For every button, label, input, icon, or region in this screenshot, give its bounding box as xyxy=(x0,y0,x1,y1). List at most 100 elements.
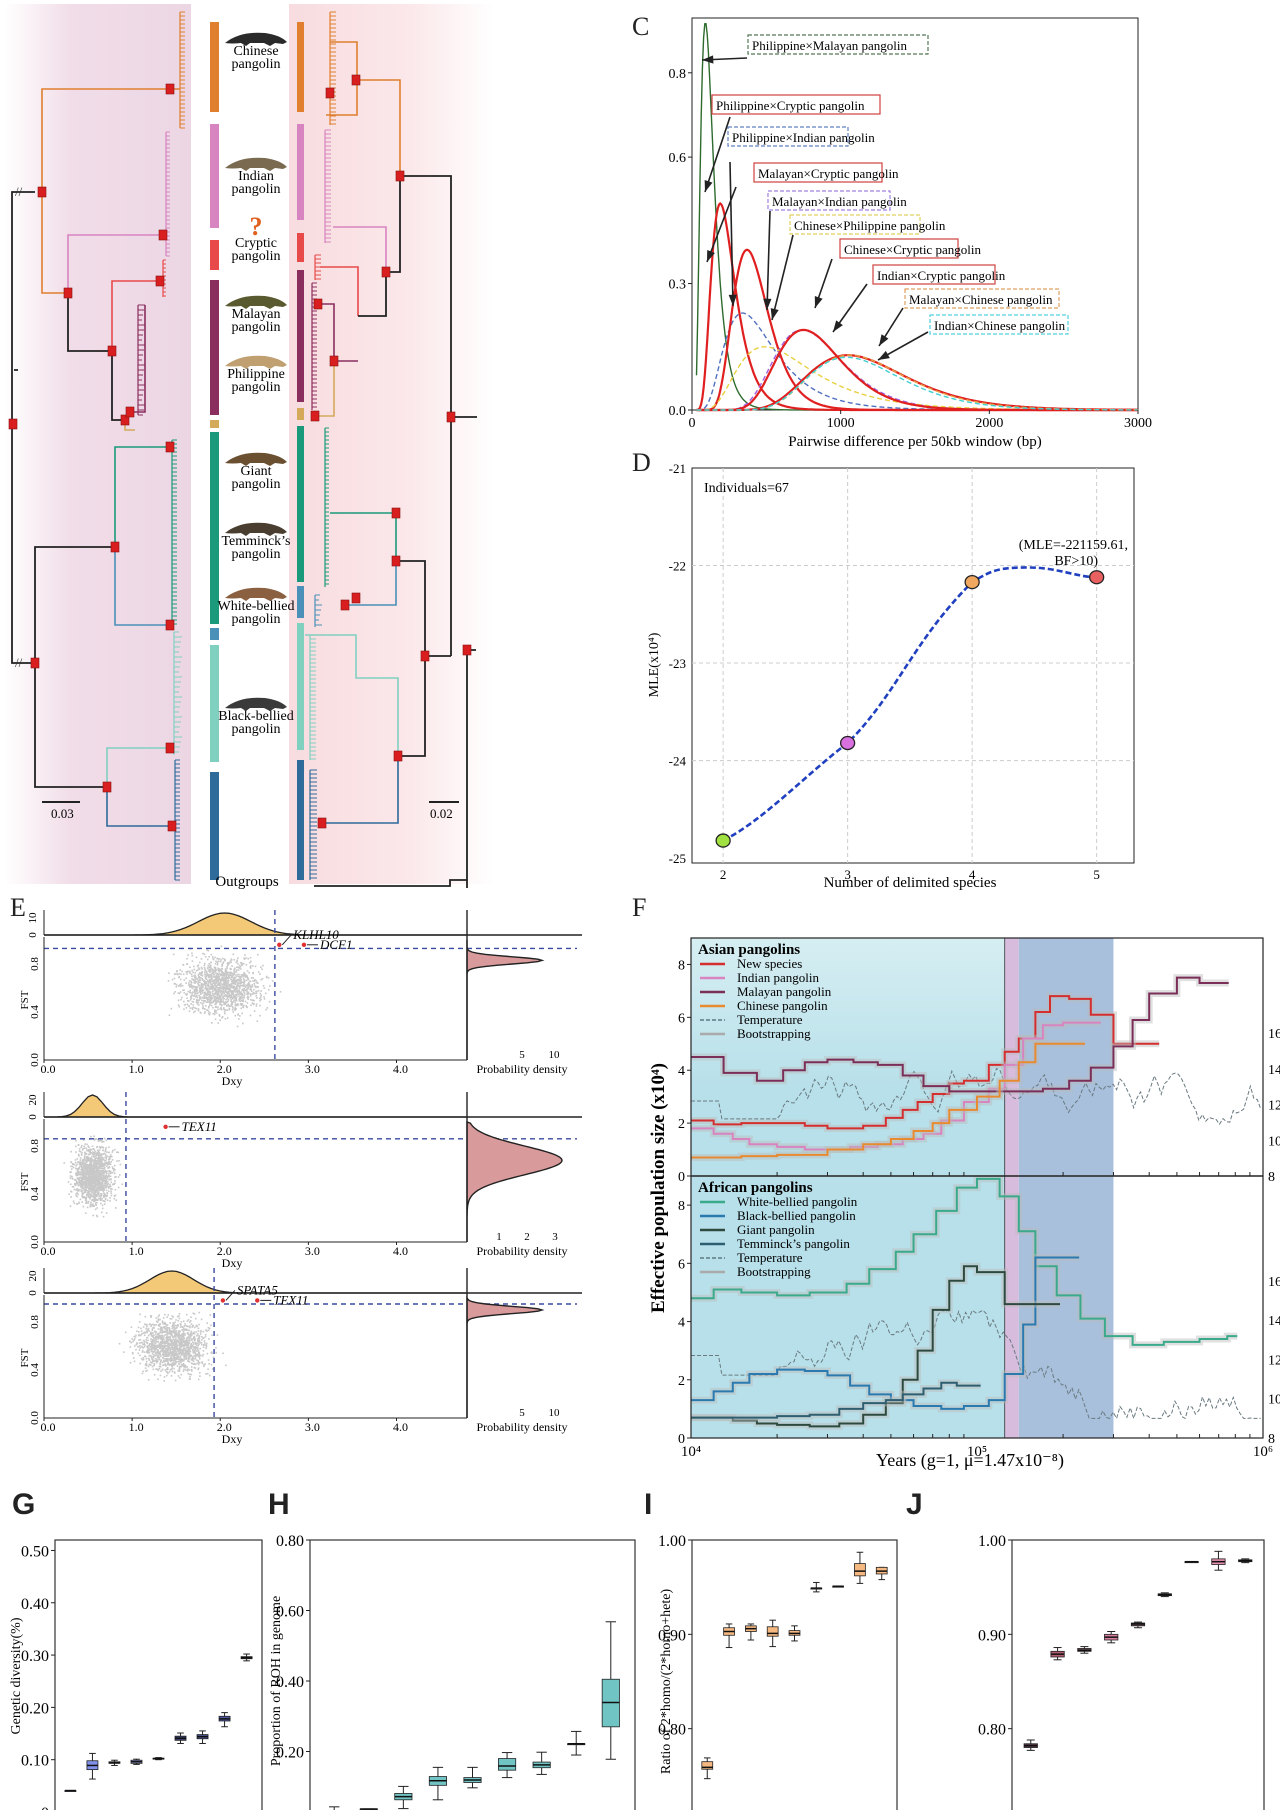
scatter-point xyxy=(183,979,186,981)
scatter-point xyxy=(207,1368,209,1371)
y-tick-label: 0.0 xyxy=(29,1235,41,1249)
y-tick-label: 0.8 xyxy=(29,957,41,971)
scatter-point xyxy=(113,1195,116,1197)
scatter-point xyxy=(212,1013,215,1015)
scatter-point xyxy=(209,994,211,997)
tree-branch xyxy=(130,305,146,413)
scatter-point xyxy=(204,980,207,983)
tree-branch xyxy=(41,88,180,294)
scatter-point xyxy=(80,1165,83,1168)
scatter-point xyxy=(244,986,247,989)
scatter-point xyxy=(205,1342,208,1345)
scatter-point xyxy=(151,1339,154,1342)
scatter-point xyxy=(188,1352,190,1355)
scatter-point xyxy=(78,1162,81,1165)
scatter-point xyxy=(190,1354,193,1357)
scatter-point xyxy=(181,1342,184,1344)
scatter-point xyxy=(206,979,209,982)
scatter-point xyxy=(172,1336,174,1339)
scatter-point xyxy=(167,1362,170,1365)
scatter-point xyxy=(247,978,250,980)
scatter-point xyxy=(130,1341,133,1344)
right-y-tick-label: 16 xyxy=(1268,1027,1280,1042)
scatter-point xyxy=(235,979,238,982)
scatter-point xyxy=(101,1204,104,1207)
scatter-point xyxy=(254,978,256,981)
scatter-point xyxy=(215,977,218,979)
scatter-point xyxy=(109,1185,112,1188)
scatter-point xyxy=(173,982,176,985)
scatter-point xyxy=(113,1167,115,1170)
scatter-point xyxy=(257,953,259,956)
scatter-point xyxy=(177,1350,179,1353)
scatter-point xyxy=(219,1019,221,1021)
scatter-point xyxy=(108,1172,110,1175)
scatter-point xyxy=(198,1358,201,1360)
scatter-point xyxy=(94,1137,96,1140)
scatter-point xyxy=(84,1180,87,1182)
scatter-point xyxy=(174,1334,176,1336)
scatter-point xyxy=(87,1153,90,1156)
scatter-point xyxy=(193,1362,196,1365)
scatter-point xyxy=(101,1161,103,1163)
scatter-point xyxy=(173,1364,176,1366)
scatter-point xyxy=(228,993,231,995)
scatter-point xyxy=(159,1363,162,1365)
scatter-point xyxy=(233,979,236,982)
scatter-point xyxy=(215,999,217,1001)
scatter-point xyxy=(170,1353,173,1355)
break-mark-icon: // xyxy=(15,184,23,199)
scatter-point xyxy=(214,1010,216,1013)
scatter-point xyxy=(151,1335,154,1338)
scatter-point xyxy=(254,965,257,968)
scatter-point xyxy=(253,982,256,985)
legend-box-3 xyxy=(753,162,883,183)
scatter-point xyxy=(227,979,230,982)
scatter-point xyxy=(189,972,191,974)
scatter-point xyxy=(218,977,220,980)
scatter-point xyxy=(244,1000,247,1003)
scatter-point xyxy=(145,1370,147,1372)
scatter-point xyxy=(187,1351,190,1353)
scatter-point xyxy=(220,987,222,990)
scatter-point xyxy=(159,1335,161,1338)
scatter-point xyxy=(84,1158,86,1161)
support-node xyxy=(30,657,40,669)
scatter-point xyxy=(199,1347,202,1350)
scatter-point xyxy=(102,1140,105,1143)
scatter-point xyxy=(153,1348,155,1350)
tree-branch xyxy=(106,787,172,827)
scatter-point xyxy=(214,982,216,984)
scatter-point xyxy=(223,1007,225,1009)
panel-label-f: F xyxy=(632,893,647,922)
scatter-point xyxy=(98,1146,101,1148)
scatter-point xyxy=(171,1325,174,1328)
scatter-point xyxy=(202,997,204,999)
scatter-point xyxy=(166,1329,169,1332)
clade-label-7-line2: pangolin xyxy=(232,612,281,627)
scatter-point xyxy=(92,1148,95,1150)
scatter-point xyxy=(205,997,207,1000)
scatter-point xyxy=(206,1009,209,1011)
scatter-point xyxy=(96,1159,99,1162)
scatter-point xyxy=(96,1186,98,1189)
scatter-point xyxy=(193,1337,196,1340)
scatter-point xyxy=(92,1176,95,1179)
scatter-point xyxy=(88,1188,90,1190)
scatter-point xyxy=(149,1361,152,1364)
scatter-point xyxy=(87,1182,90,1185)
scatter-point xyxy=(77,1193,79,1196)
scatter-point xyxy=(108,1179,110,1181)
tree-b xyxy=(305,11,477,888)
scatter-point xyxy=(230,972,233,975)
scatter-point xyxy=(185,977,187,980)
scatter-point xyxy=(89,1177,91,1179)
scatter-point xyxy=(212,1006,214,1009)
y-tick-label: 0 xyxy=(678,1170,685,1185)
scatter-point xyxy=(151,1329,154,1331)
scatter-point xyxy=(180,1341,183,1344)
right-y-tick-label: 14 xyxy=(1268,1063,1280,1078)
scatter-point xyxy=(93,1196,96,1199)
scatter-point xyxy=(80,1168,83,1171)
scatter-point xyxy=(215,990,218,993)
